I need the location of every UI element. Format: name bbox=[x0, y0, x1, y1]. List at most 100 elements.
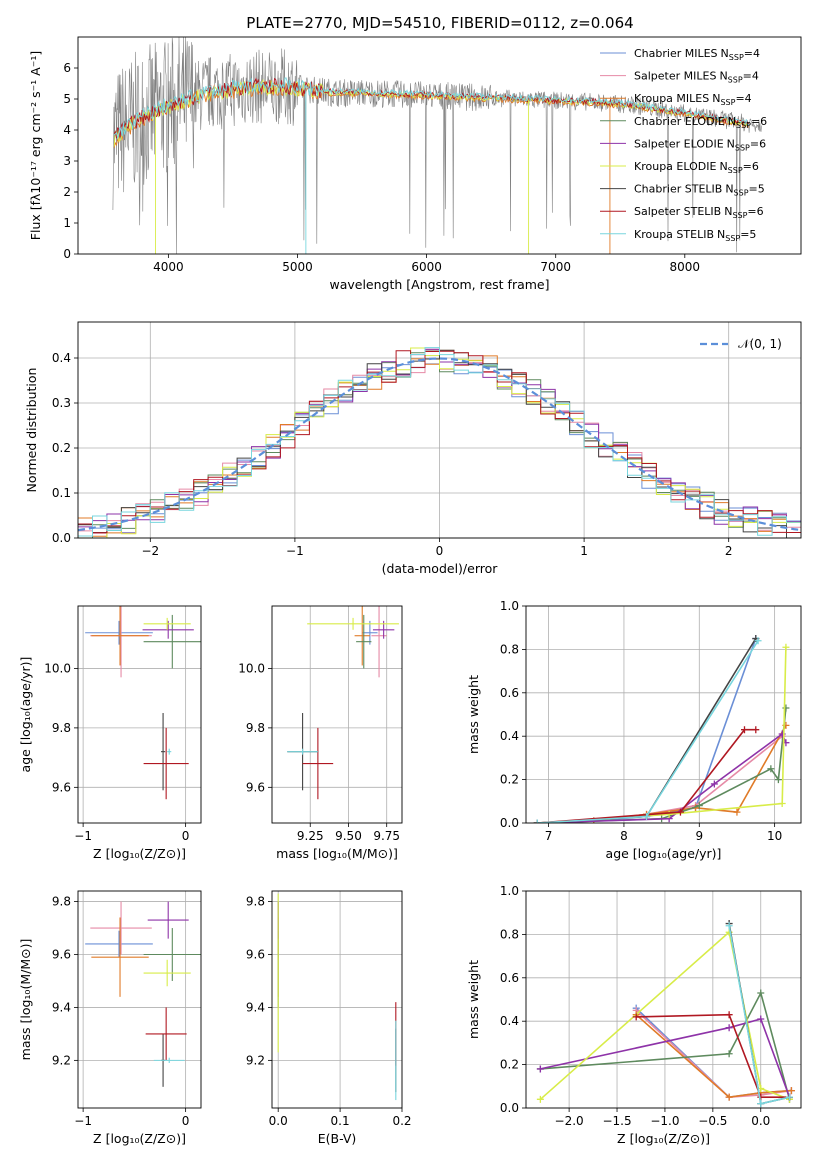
plot-frame bbox=[271, 890, 403, 1109]
series-marker-salpeter_stelib bbox=[632, 1013, 640, 1021]
legend-label-gaussian: 𝒩(0, 1) bbox=[738, 337, 782, 351]
y-tick-label: 9.8 bbox=[246, 721, 265, 735]
panel-7: 0.0 0.1 0.2 9.2 9.4 9.6 9.8 E(B-V) bbox=[246, 890, 412, 1146]
plot-frame bbox=[525, 890, 802, 1109]
series-marker-salpeter_elodie bbox=[710, 780, 718, 788]
x-tick-label: 0.1 bbox=[331, 1114, 350, 1128]
series-marker-kroupa_miles bbox=[787, 1087, 795, 1095]
x-tick-label: −1.5 bbox=[602, 1114, 631, 1128]
x-tick-label: 0.2 bbox=[392, 1114, 411, 1128]
legend-entry: Chabrier ELODIE NSSP=6 bbox=[634, 115, 767, 130]
legend-sub: SSP bbox=[735, 143, 750, 152]
series-marker-salpeter_stelib bbox=[752, 726, 760, 734]
legend-value: =5 bbox=[740, 228, 756, 241]
weight-lines bbox=[536, 920, 795, 1108]
x-tick-label: 2 bbox=[725, 544, 733, 558]
series-marker-chabrier_elodie bbox=[695, 802, 703, 810]
y-tick-label: 9.6 bbox=[246, 780, 265, 794]
x-tick-label: 0.0 bbox=[751, 1114, 770, 1128]
x-tick-label: 1 bbox=[580, 544, 588, 558]
y-tick-label: 0.0 bbox=[500, 816, 519, 830]
legend-sub: SSP bbox=[728, 76, 743, 85]
series-marker-kroupa_elodie bbox=[536, 1095, 544, 1103]
x-tick-label: 0 bbox=[182, 829, 190, 843]
legend-sub: SSP bbox=[725, 234, 740, 243]
x-tick-label: −1 bbox=[74, 829, 92, 843]
x-tick-label: −0.5 bbox=[698, 1114, 727, 1128]
y-tick-label: 10.0 bbox=[44, 661, 71, 675]
series-line-salpeter_stelib bbox=[537, 728, 756, 823]
figure-title: PLATE=2770, MJD=54510, FIBERID=0112, z=0… bbox=[246, 14, 633, 32]
legend-value: =4 bbox=[744, 47, 760, 60]
series-line-salpeter_miles bbox=[635, 1009, 792, 1099]
panel-8: −2.0 −1.5 −1.0 −0.5 0.0 0.0 0.2 0.4 0.6 0.8 1.0 Z [… bbox=[466, 884, 802, 1146]
y-tick-label: 9.8 bbox=[246, 895, 265, 909]
y-tick-label: 0.0 bbox=[500, 1101, 519, 1115]
y-tick-label: 5 bbox=[63, 92, 71, 106]
error-bars bbox=[85, 606, 201, 800]
panel-1: 4000 5000 6000 7000 8000 0 1 2 3 4 5 6 wavelength [A… bbox=[28, 36, 802, 292]
x-tick-label: −2.0 bbox=[555, 1114, 584, 1128]
legend-entry: Salpeter STELIB NSSP=6 bbox=[634, 205, 764, 220]
plot-frame bbox=[77, 605, 202, 824]
legend-nssp: N bbox=[717, 228, 725, 241]
x-tick-label: −1 bbox=[74, 1114, 92, 1128]
legend-nssp: N bbox=[719, 70, 727, 83]
legend-entry: Kroupa ELODIE NSSP=6 bbox=[634, 160, 759, 175]
y-axis-label: Normed distribution bbox=[24, 368, 39, 493]
x-tick-label: 9.50 bbox=[335, 829, 362, 843]
x-tick-label: 5000 bbox=[282, 260, 313, 274]
y-axis-label: mass weight bbox=[466, 675, 481, 754]
series-marker-kroupa_stelib bbox=[754, 637, 762, 645]
weight-lines bbox=[533, 635, 790, 823]
y-tick-label: 0.4 bbox=[500, 1014, 519, 1028]
histogram-kroupa_elodie bbox=[78, 347, 801, 538]
y-axis-label: age [log₁₀(age/yr)] bbox=[18, 657, 33, 773]
y-tick-label: 0.4 bbox=[52, 351, 71, 365]
panel-5: 7 8 9 10 0.0 0.2 0.4 0.6 0.8 1.0 age [log₁₀(age/yr… bbox=[466, 599, 802, 861]
legend-label: Chabrier ELODIE bbox=[634, 115, 725, 128]
error-bars bbox=[277, 893, 397, 1101]
panel-6: −1 0 9.2 9.4 9.6 9.8 Z [log₁₀(Z/Z⊙)] mass [log₁… bbox=[18, 890, 202, 1146]
x-tick-label: 7 bbox=[545, 829, 553, 843]
x-axis-label: (data-model)/error bbox=[382, 561, 499, 576]
x-tick-label: 9.75 bbox=[373, 829, 400, 843]
y-tick-label: 0.0 bbox=[52, 531, 71, 545]
panel-2: −2 −1 0 1 2 0.0 0.1 0.2 0.3 0.4 (data-model)/error… bbox=[24, 321, 802, 576]
series-marker-salpeter_elodie bbox=[725, 1024, 733, 1032]
y-tick-label: 1.0 bbox=[500, 884, 519, 898]
error-bars bbox=[287, 606, 399, 800]
series-marker-kroupa_stelib bbox=[725, 922, 733, 930]
x-axis-label: age [log₁₀(age/yr)] bbox=[606, 846, 722, 861]
legend-label: Salpeter ELODIE bbox=[634, 137, 724, 150]
y-tick-label: 9.2 bbox=[246, 1053, 265, 1067]
legend-entry: Chabrier STELIB NSSP=5 bbox=[634, 183, 765, 198]
series-marker-kroupa_miles bbox=[733, 808, 741, 816]
series-marker-salpeter_elodie bbox=[757, 1015, 765, 1023]
legend-nssp: N bbox=[727, 137, 735, 150]
legend-nssp: N bbox=[721, 47, 729, 60]
series-marker-kroupa_elodie bbox=[778, 799, 786, 807]
series-marker-kroupa_elodie bbox=[665, 810, 673, 818]
legend-value: =6 bbox=[747, 205, 763, 218]
y-tick-label: 3 bbox=[63, 154, 71, 168]
legend-entry: Kroupa MILES NSSP=4 bbox=[634, 92, 752, 107]
y-tick-label: 0 bbox=[63, 247, 71, 261]
legend-label: Salpeter MILES bbox=[634, 70, 716, 83]
legend-nssp: N bbox=[724, 205, 732, 218]
x-tick-label: 4000 bbox=[153, 260, 184, 274]
panel-3: −1 0 9.6 9.8 10.0 Z [log₁₀(Z/Z⊙)] age [log₁₀(a… bbox=[18, 605, 202, 861]
x-tick-label: 10 bbox=[767, 829, 782, 843]
y-tick-label: 6 bbox=[63, 61, 71, 75]
series-marker-kroupa_miles bbox=[725, 1093, 733, 1101]
series-marker-salpeter_elodie bbox=[536, 1065, 544, 1073]
legend-nssp: N bbox=[719, 160, 727, 173]
y-axis-label: Flux [fλ10⁻¹⁷ erg cm⁻² s⁻¹ A⁻¹] bbox=[28, 51, 43, 240]
y-tick-label: 9.8 bbox=[52, 721, 71, 735]
x-tick-label: 9.25 bbox=[297, 829, 324, 843]
x-tick-label: 8 bbox=[620, 829, 628, 843]
legend-label: Chabrier MILES bbox=[634, 47, 718, 60]
series-marker-kroupa_stelib bbox=[643, 812, 651, 820]
legend-value: =6 bbox=[751, 115, 767, 128]
series-marker-chabrier_elodie bbox=[782, 704, 790, 712]
